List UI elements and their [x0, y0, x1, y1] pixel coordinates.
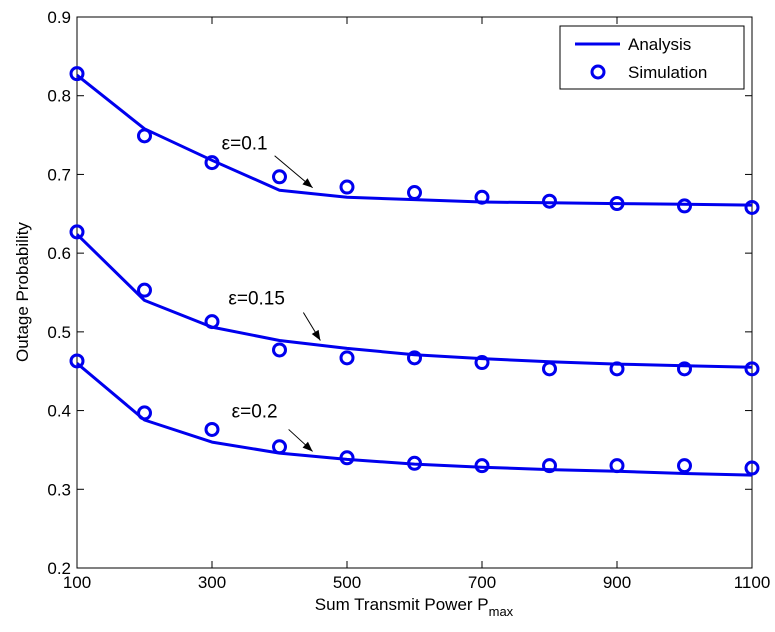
- simulation-point: [744, 361, 760, 377]
- axis-ticks: 100 300 500 700 900 1100 0.2 0.3 0.4 0.5 0.6 0.7 0.8…: [47, 8, 770, 592]
- x-tick-label: 500: [333, 573, 361, 592]
- legend-simulation-label: Simulation: [628, 63, 707, 82]
- x-tick-label: 100: [63, 573, 91, 592]
- simulation-markers: [69, 66, 760, 476]
- legend-simulation-marker: [590, 64, 606, 80]
- y-tick-label: 0.6: [47, 244, 71, 263]
- x-tick-label: 300: [198, 573, 226, 592]
- y-tick-label: 0.2: [47, 559, 71, 578]
- simulation-point: [609, 196, 625, 212]
- simulation-point: [542, 193, 557, 209]
- y-axis-label: Outage Probability: [13, 222, 32, 362]
- simulation-point: [407, 185, 422, 201]
- simulation-point: [69, 224, 85, 240]
- y-tick-label: 0.5: [47, 323, 71, 342]
- simulation-point: [542, 458, 557, 474]
- simulation-point: [272, 342, 287, 358]
- x-axis-label: Sum Transmit Power Pmax: [315, 595, 514, 619]
- epsilon-label: ε=0.15: [228, 288, 285, 309]
- analysis-line: [75, 233, 753, 369]
- simulation-point: [542, 361, 557, 377]
- y-tick-label: 0.3: [47, 480, 71, 499]
- simulation-point: [339, 179, 355, 195]
- legend-analysis-label: Analysis: [628, 35, 691, 54]
- x-tick-label: 900: [603, 573, 631, 592]
- y-tick-label: 0.7: [47, 165, 71, 184]
- simulation-point: [474, 355, 490, 371]
- simulation-point: [204, 314, 220, 330]
- simulation-point: [272, 439, 287, 455]
- simulation-point: [407, 455, 422, 471]
- simulation-point: [609, 458, 625, 474]
- simulation-point: [272, 169, 287, 185]
- epsilon-label: ε=0.1: [222, 134, 268, 155]
- legend: Analysis Simulation: [559, 25, 745, 90]
- y-tick-label: 0.4: [47, 402, 71, 421]
- simulation-point: [474, 458, 490, 474]
- simulation-point: [609, 361, 625, 377]
- plot-area: [76, 16, 753, 569]
- simulation-point: [339, 450, 355, 466]
- simulation-point: [137, 282, 152, 298]
- simulation-point: [137, 405, 152, 421]
- x-tick-label: 1100: [734, 573, 771, 592]
- x-axis-label-main: Sum Transmit Power P: [315, 595, 489, 614]
- simulation-point: [339, 350, 355, 366]
- simulation-point: [474, 189, 490, 205]
- epsilon-label: ε=0.2: [232, 401, 278, 422]
- simulation-point: [677, 458, 692, 474]
- simulation-point: [204, 421, 220, 437]
- epsilon-annotations: ε=0.1 ε=0.15 ε=0.2: [222, 134, 321, 452]
- annotation-arrow-head: [302, 178, 313, 188]
- annotation-arrow-head: [311, 329, 321, 341]
- simulation-point: [744, 460, 760, 476]
- legend-box: [559, 25, 745, 90]
- analysis-line: [76, 362, 753, 477]
- x-axis-label-subscript: max: [489, 604, 514, 619]
- annotation-arrow-head: [302, 441, 313, 452]
- simulation-point: [407, 350, 422, 366]
- simulation-point: [677, 361, 692, 377]
- y-tick-label: 0.8: [47, 87, 71, 106]
- simulation-point: [204, 155, 220, 171]
- simulation-point: [69, 353, 85, 369]
- x-tick-label: 700: [468, 573, 496, 592]
- simulation-point: [744, 199, 760, 215]
- simulation-point: [69, 66, 85, 82]
- simulation-point: [677, 198, 692, 214]
- y-tick-label: 0.9: [47, 8, 71, 27]
- simulation-point: [137, 128, 152, 144]
